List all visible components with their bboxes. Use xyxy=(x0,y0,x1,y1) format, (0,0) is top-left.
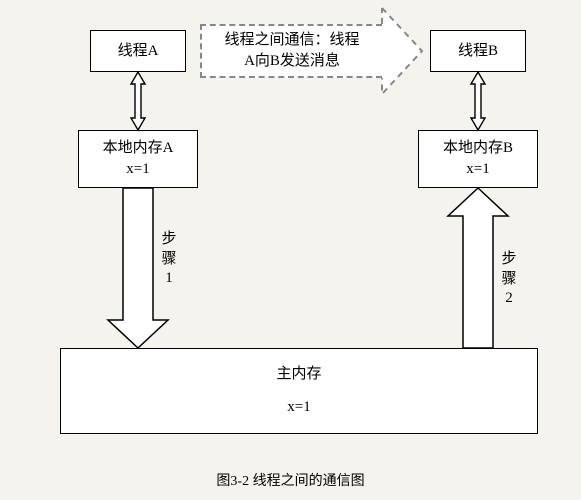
node-main-label2: x=1 xyxy=(287,397,310,418)
figure-caption: 图3-2 线程之间的通信图 xyxy=(0,470,581,490)
step-label-2: 步 骤 2 xyxy=(500,250,518,309)
node-thread-b: 线程B xyxy=(430,30,526,72)
double-arrow-a xyxy=(127,72,149,130)
comm-arrow-head xyxy=(382,8,424,96)
comm-arrow-line1: 线程之间通信：线程 xyxy=(224,30,359,51)
node-local-b: 本地内存B x=1 xyxy=(418,130,538,188)
node-local-a-label1: 本地内存A xyxy=(103,138,174,159)
comm-arrow-body: 线程之间通信：线程 A向B发送消息 xyxy=(200,24,382,78)
comm-arrow-line2: A向B发送消息 xyxy=(224,51,359,72)
node-main-memory: 主内存 x=1 xyxy=(60,348,538,434)
node-main-label1: 主内存 xyxy=(276,364,321,385)
node-thread-a-label: 线程A xyxy=(118,41,159,62)
node-local-b-label1: 本地内存B xyxy=(443,138,513,159)
step-arrow-1 xyxy=(108,188,168,348)
node-thread-b-label: 线程B xyxy=(458,41,498,62)
step-label-1: 步 骤 1 xyxy=(160,230,178,289)
step-arrow-2 xyxy=(448,188,508,348)
node-local-b-label2: x=1 xyxy=(466,159,489,180)
node-local-a-label2: x=1 xyxy=(126,159,149,180)
node-thread-a: 线程A xyxy=(90,30,186,72)
node-local-a: 本地内存A x=1 xyxy=(78,130,198,188)
double-arrow-b xyxy=(467,72,489,130)
comm-arrow-text: 线程之间通信：线程 A向B发送消息 xyxy=(224,30,359,72)
diagram-stage: 线程A 线程B 线程之间通信：线程 A向B发送消息 本地内存A x=1 本地内存… xyxy=(0,0,581,500)
